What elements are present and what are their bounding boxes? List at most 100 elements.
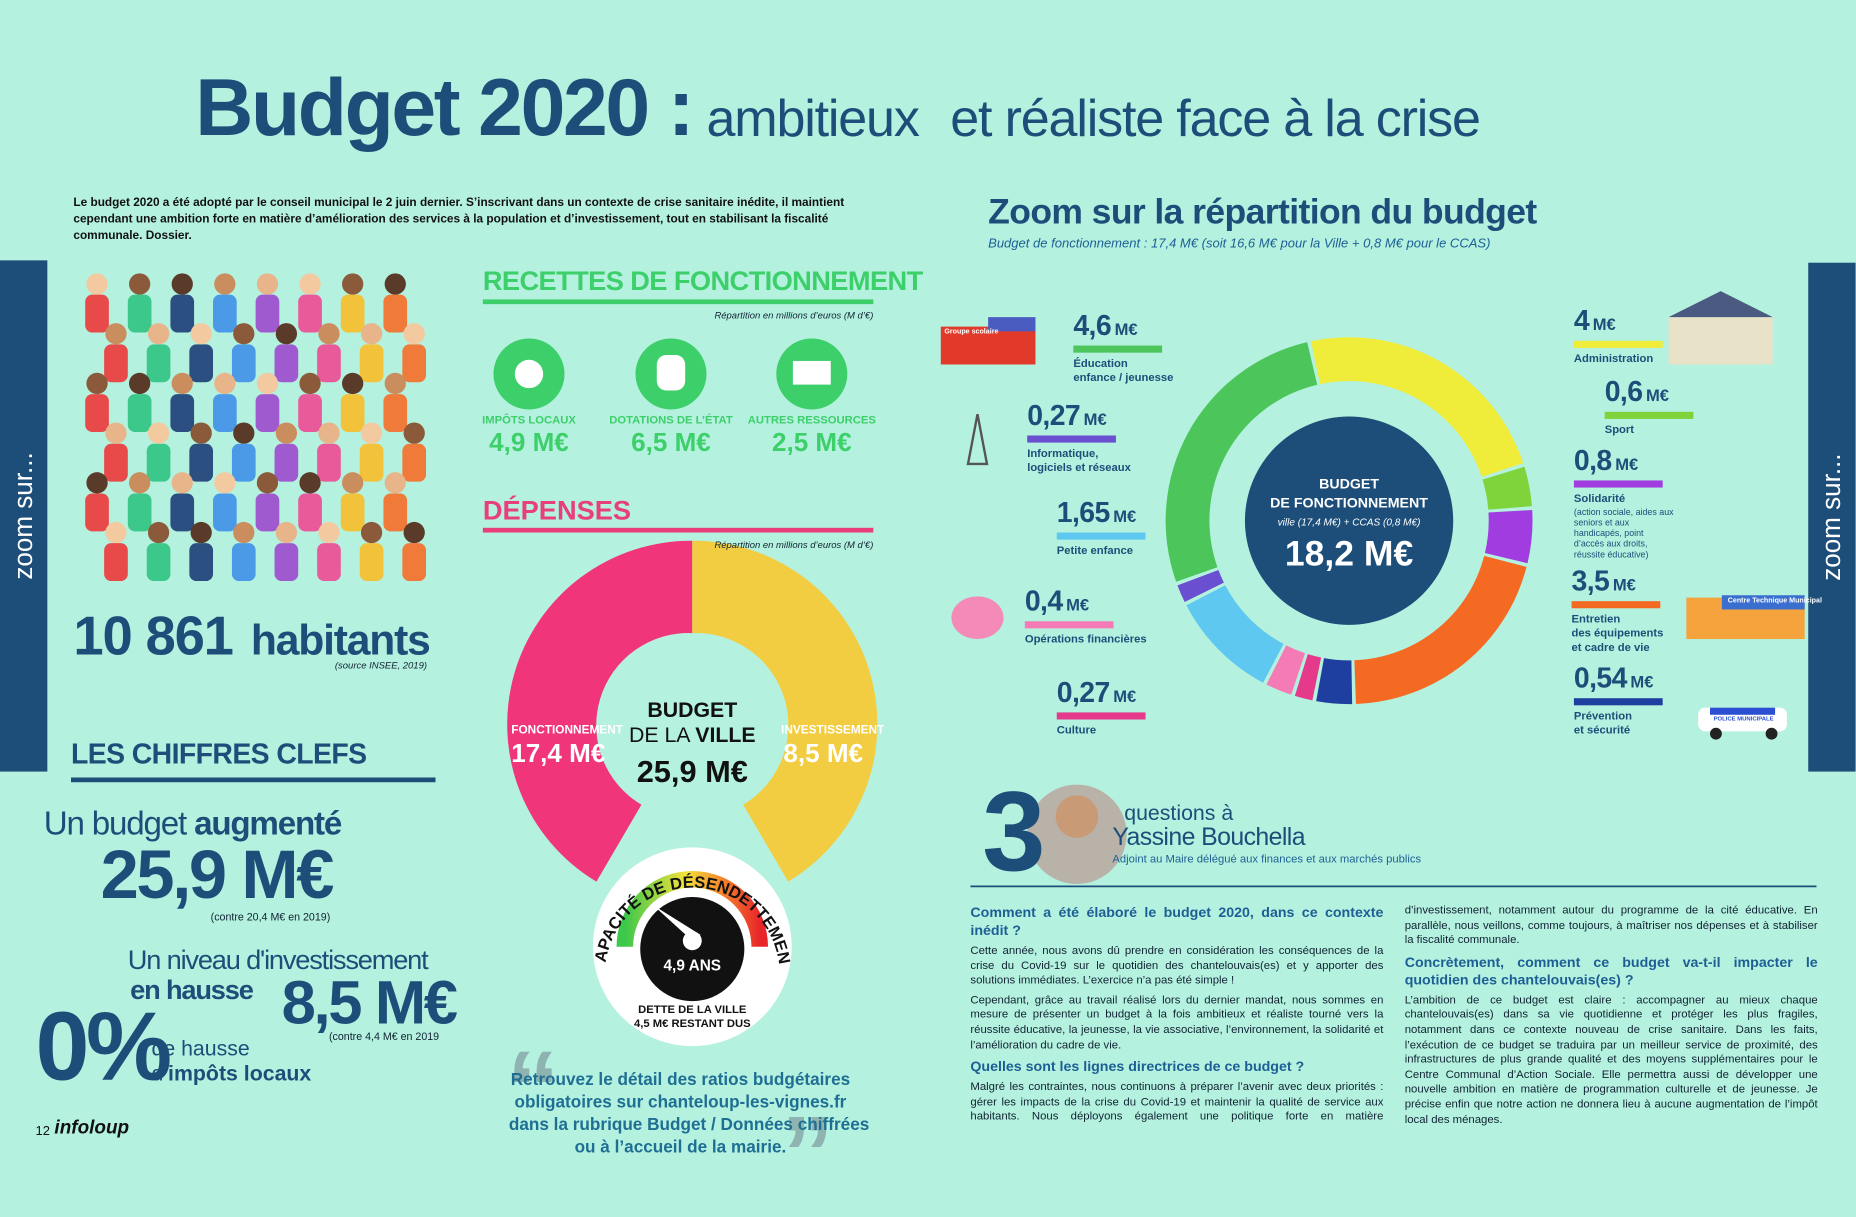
person (170, 493, 195, 532)
icon (792, 360, 831, 385)
donut-segment (1186, 585, 1284, 683)
source: (source INSEE, 2019) (334, 660, 427, 671)
person (128, 273, 151, 295)
person (384, 273, 406, 295)
person (359, 344, 384, 383)
legend-item: 0,27 M€ Informatique, logiciels et réseaux (1027, 400, 1131, 476)
legend-label: Solidarité (1573, 492, 1626, 506)
donut-chart (1165, 337, 1533, 705)
legend-item: 3,5 M€ Entretien des équipements et cadre de… (1571, 566, 1664, 656)
amount-unit: M€ (1114, 319, 1138, 339)
portrait (1055, 795, 1099, 838)
icon (514, 359, 544, 389)
amount-value: 0,6 (1604, 376, 1643, 409)
figure-text: d’impôts locaux (151, 1062, 311, 1087)
person (214, 472, 236, 494)
legend-label: et sécurité (1573, 724, 1631, 738)
person (128, 372, 151, 395)
person (147, 323, 170, 345)
amount-value: 0,27 (1056, 676, 1111, 709)
amount-unit: M€ (1615, 454, 1639, 474)
person (403, 323, 425, 345)
debt: 4,5 M€ RESTANT DUS (633, 1017, 751, 1031)
person (384, 472, 406, 494)
amount-unit: M€ (1645, 385, 1669, 405)
person (146, 443, 171, 482)
legend-item: 1,65 M€ Petite enfance (1056, 497, 1146, 559)
person (85, 394, 109, 432)
amount-value: 4 (1573, 305, 1590, 338)
person (127, 493, 152, 532)
person (383, 294, 408, 333)
icon (656, 355, 686, 391)
recette-amount: 4,9 M€ (489, 427, 569, 457)
population-label: habitants (250, 615, 431, 664)
amount-value: 0,8 (1573, 444, 1612, 477)
population-count: 10 861 (73, 604, 234, 667)
person (231, 543, 256, 582)
label: INVESTISSEMENT (781, 724, 885, 738)
donut-segment (1354, 555, 1527, 704)
amount: 4 M€ (1574, 305, 1663, 338)
person (86, 472, 108, 494)
interview-name: Yassine Bouchella (1112, 823, 1305, 851)
amount: 0,27 M€ (1027, 400, 1131, 433)
person (171, 372, 193, 395)
person (127, 294, 152, 333)
donut-segment (1484, 510, 1533, 564)
gauge-value: 4,9 ANS (663, 956, 722, 974)
figure-text: de hausse (151, 1036, 250, 1061)
person (214, 273, 236, 295)
person (146, 344, 171, 383)
answer: Cette année, nous avons dû prendre en co… (970, 944, 1384, 988)
side-tab: zoom sur... (1808, 262, 1856, 772)
legend-label: Éducation (1073, 357, 1128, 371)
donut-segment (1310, 337, 1524, 477)
legend-item: 0,6 M€ Sport (1604, 376, 1694, 438)
icon-label: Groupe scolaire (944, 328, 999, 337)
text: VILLE (695, 723, 756, 747)
quote-line: obligatoires sur chanteloup-les-vignes.f… (514, 1093, 847, 1113)
amount: 17,4 M€ (511, 738, 606, 769)
person (256, 372, 279, 395)
person (317, 443, 341, 482)
person (233, 323, 255, 345)
person (360, 323, 383, 345)
donut-hole (618, 650, 766, 798)
figure-text: Un budget augmenté (44, 805, 343, 843)
amount: 4,6 M€ (1073, 310, 1173, 343)
person (275, 323, 298, 345)
amount: 3,5 M€ (1572, 566, 1664, 599)
person (255, 294, 280, 333)
person (85, 493, 109, 532)
figure-amount: 25,9 M€ (100, 836, 335, 914)
rule (482, 527, 874, 533)
center-amount: 18,2 M€ (1284, 534, 1414, 574)
legend-swatch (1573, 340, 1663, 348)
amount: 1,65 M€ (1057, 497, 1146, 530)
person (359, 543, 384, 582)
brand: infoloup (54, 1118, 130, 1139)
person (299, 472, 321, 494)
section-title: LES CHIFFRES CLEFS (71, 738, 367, 771)
person (105, 521, 127, 544)
person (213, 493, 237, 532)
legend-label: Informatique, (1027, 447, 1099, 461)
person (317, 344, 341, 383)
amount-unit: M€ (1592, 314, 1616, 334)
figure-amount: 8,5 M€ (281, 969, 458, 1038)
person (189, 344, 214, 383)
text: impôts locaux (168, 1061, 312, 1086)
center-text: ville (17,4 M€) + CCAS (0,8 M€) (1277, 515, 1421, 528)
person (104, 443, 128, 482)
unit-note: Répartition en millions d’euros (M d’€) (714, 310, 874, 321)
legend-label: logiciels et réseaux (1027, 461, 1131, 475)
person (190, 521, 212, 544)
section-title: RECETTES DE FONCTIONNEMENT (482, 265, 923, 296)
icon-label: Centre Technique Municipal (1727, 597, 1822, 605)
legend-swatch (1573, 480, 1663, 488)
person (170, 294, 195, 333)
subtitle: Budget de fonctionnement : 17,4 M€ (soit… (988, 236, 1491, 251)
debt: DETTE DE LA VILLE (638, 1003, 747, 1017)
amount-unit: M€ (1113, 506, 1137, 526)
